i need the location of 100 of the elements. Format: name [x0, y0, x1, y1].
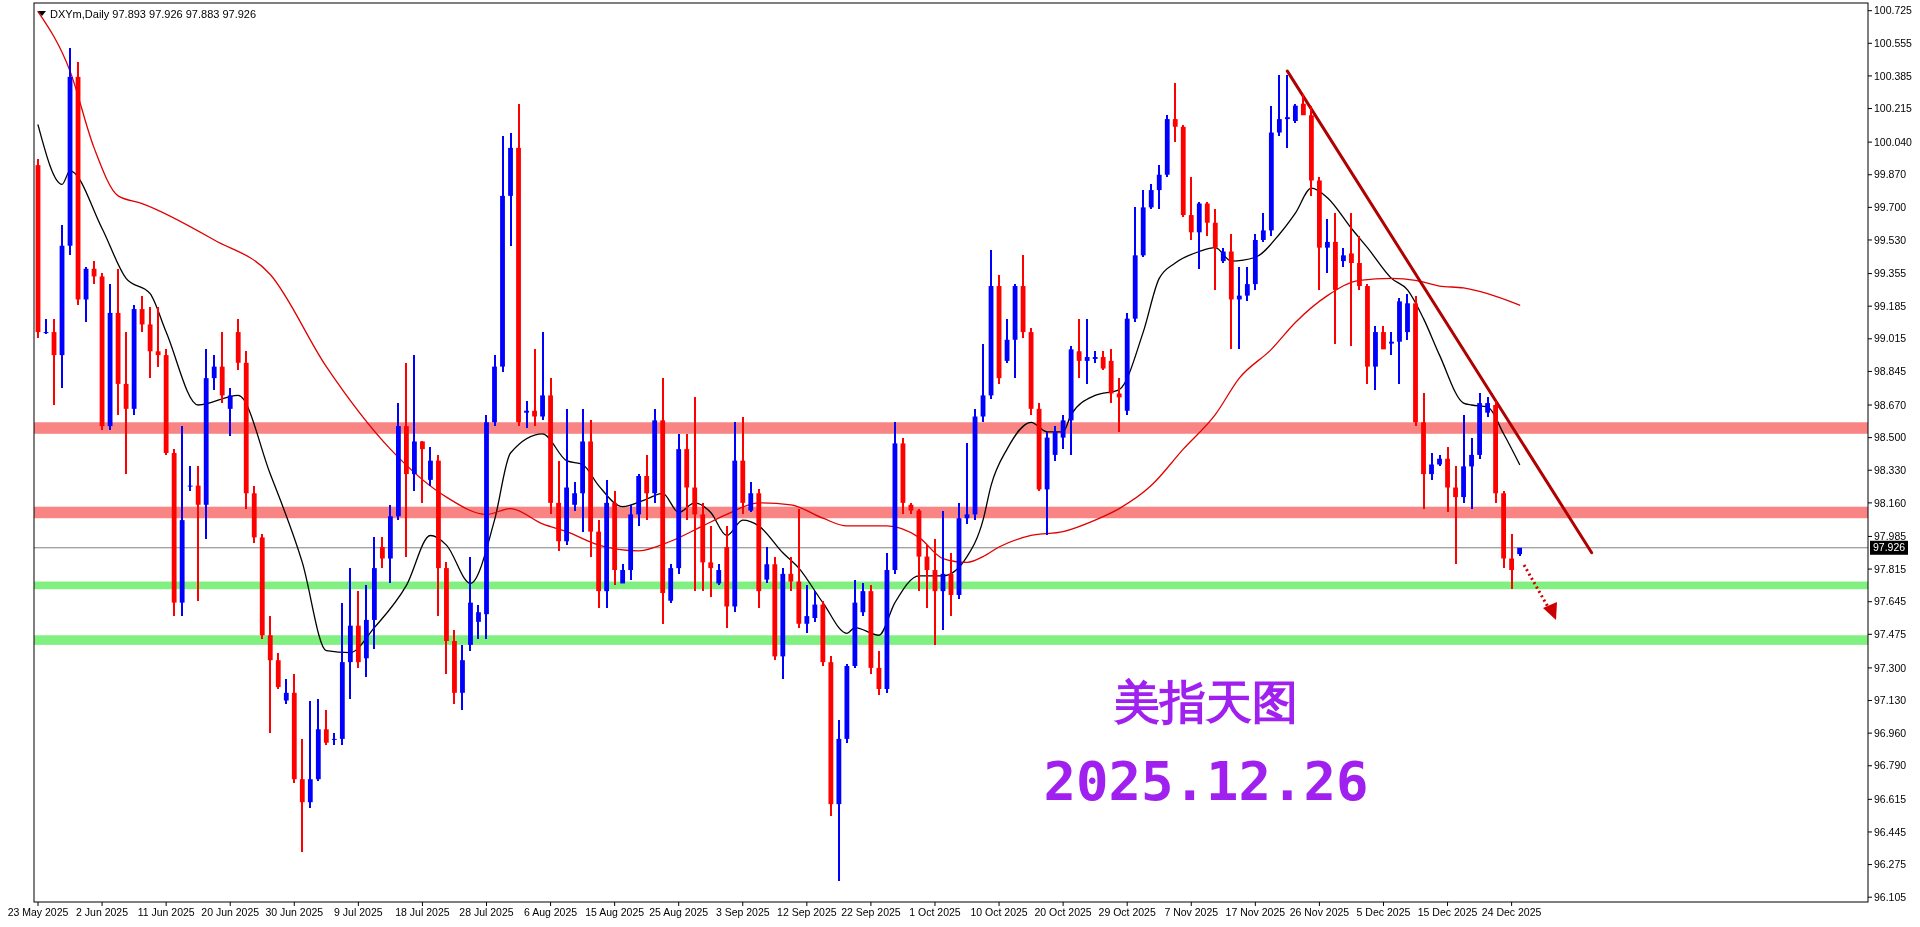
x-tick-label: 10 Oct 2025 [970, 906, 1028, 918]
candlestick [1469, 436, 1474, 510]
candlestick [572, 480, 577, 512]
x-tick-label: 23 May 2025 [7, 906, 69, 918]
candlestick [476, 603, 481, 641]
y-tick-label: 96.105 [1874, 890, 1907, 903]
candlestick [187, 465, 193, 493]
y-tick-label: 97.300 [1874, 661, 1907, 674]
candlestick [716, 563, 722, 587]
x-tick-label: 1 Oct 2025 [909, 906, 961, 918]
x-tick-label: 11 Jun 2025 [137, 906, 195, 918]
x-tick-label: 5 Dec 2025 [1356, 906, 1411, 918]
candlestick [1509, 532, 1515, 591]
candlestick [379, 536, 385, 570]
y-tick-label: 99.015 [1874, 332, 1907, 345]
x-tick-label: 12 Sep 2025 [777, 906, 837, 918]
y-tick-label: 97.645 [1874, 595, 1907, 608]
candlestick [1204, 200, 1210, 238]
x-tick-label: 30 Jun 2025 [265, 906, 324, 918]
candlestick [1148, 183, 1154, 211]
x-tick-label: 20 Oct 2025 [1034, 906, 1092, 918]
ref-line-label: 97.926 [1873, 541, 1906, 554]
candlestick [1349, 212, 1354, 347]
y-tick-label: 98.670 [1874, 398, 1907, 411]
y-tick-label: 100.215 [1874, 102, 1913, 115]
y-tick-label: 98.845 [1874, 365, 1907, 378]
x-tick-label: 6 Aug 2025 [523, 906, 578, 918]
y-tick-label: 96.615 [1874, 793, 1907, 806]
y-tick-label: 98.330 [1874, 463, 1907, 476]
candlestick [1100, 350, 1106, 372]
x-tick-label: 20 Jun 2025 [201, 906, 260, 918]
y-tick-label: 97.475 [1874, 627, 1907, 640]
y-tick-label: 98.500 [1874, 431, 1907, 444]
candlestick [1260, 212, 1266, 243]
candlestick [1292, 102, 1298, 124]
candlestick [428, 446, 433, 487]
candlestick [532, 348, 537, 428]
candlestick [227, 386, 233, 437]
y-tick-label: 99.530 [1874, 233, 1907, 246]
y-tick-label: 99.870 [1874, 168, 1907, 181]
line-series [37, 124, 1521, 654]
candlestick [1076, 317, 1082, 380]
x-tick-label: 3 Sep 2025 [715, 906, 770, 918]
x-tick-label: 28 Jul 2025 [459, 906, 514, 918]
candlestick [788, 555, 794, 593]
chart-title: DXYm,Daily 97.893 97.926 97.883 97.926 [50, 8, 257, 20]
candlestick [1116, 377, 1122, 433]
x-tick-label: 22 Sep 2025 [841, 906, 901, 918]
annotation: 2025.12.26 [1043, 750, 1369, 813]
candlestick [708, 524, 714, 598]
candlestick [323, 709, 329, 746]
x-tick-label: 29 Oct 2025 [1098, 906, 1156, 918]
y-tick-label: 100.555 [1874, 36, 1913, 49]
candlestick [1325, 217, 1330, 274]
candlestick [524, 400, 529, 430]
y-tick-label: 97.130 [1874, 694, 1907, 707]
x-tick-label: 15 Dec 2025 [1417, 906, 1478, 918]
y-tick-label: 99.700 [1874, 201, 1907, 214]
annotation: 美指天图 [1113, 675, 1298, 729]
candlestick [195, 465, 201, 602]
candlestick [1188, 175, 1194, 241]
x-tick-label: 17 Nov 2025 [1225, 906, 1286, 918]
y-tick-label: 97.815 [1874, 562, 1907, 575]
candlestick [299, 737, 305, 854]
candlestick [155, 306, 161, 368]
candlestick [1357, 235, 1362, 291]
candlestick [1084, 317, 1090, 385]
y-tick-label: 100.040 [1874, 135, 1913, 148]
x-tick-label: 7 Nov 2025 [1164, 906, 1219, 918]
y-tick-label: 99.185 [1874, 299, 1907, 312]
x-tick-label: 24 Dec 2025 [1481, 906, 1542, 918]
y-tick-label: 97.985 [1874, 530, 1907, 543]
candlestick [1244, 265, 1250, 303]
x-tick-label: 26 Nov 2025 [1289, 906, 1350, 918]
y-tick-label: 96.445 [1874, 825, 1907, 838]
x-tick-label: 9 Jul 2025 [334, 906, 383, 918]
candlestick [540, 331, 545, 422]
candlestick [1485, 396, 1490, 418]
candlestick [1389, 331, 1394, 357]
y-tick-label: 99.355 [1874, 267, 1907, 280]
y-tick-label: 98.160 [1874, 496, 1907, 509]
candlestick [1156, 164, 1162, 211]
y-tick-label: 100.725 [1874, 4, 1913, 17]
candlestick [764, 546, 770, 585]
candlestick [1276, 73, 1282, 138]
x-tick-label: 18 Jul 2025 [395, 906, 450, 918]
candlestick [748, 480, 754, 514]
y-tick-label: 96.960 [1874, 726, 1907, 739]
candlestick [420, 440, 425, 504]
y-tick-label: 100.385 [1874, 69, 1913, 82]
x-tick-label: 2 Jun 2025 [76, 906, 129, 918]
candlestick [1052, 425, 1058, 462]
candlestick [1284, 73, 1290, 149]
x-tick-label: 25 Aug 2025 [649, 906, 709, 918]
candlestick [1341, 246, 1346, 268]
candlestick [812, 590, 818, 623]
candlestick [644, 453, 650, 522]
candlestick [1172, 81, 1178, 144]
y-tick-label: 96.790 [1874, 759, 1907, 772]
candlestick [307, 699, 313, 809]
